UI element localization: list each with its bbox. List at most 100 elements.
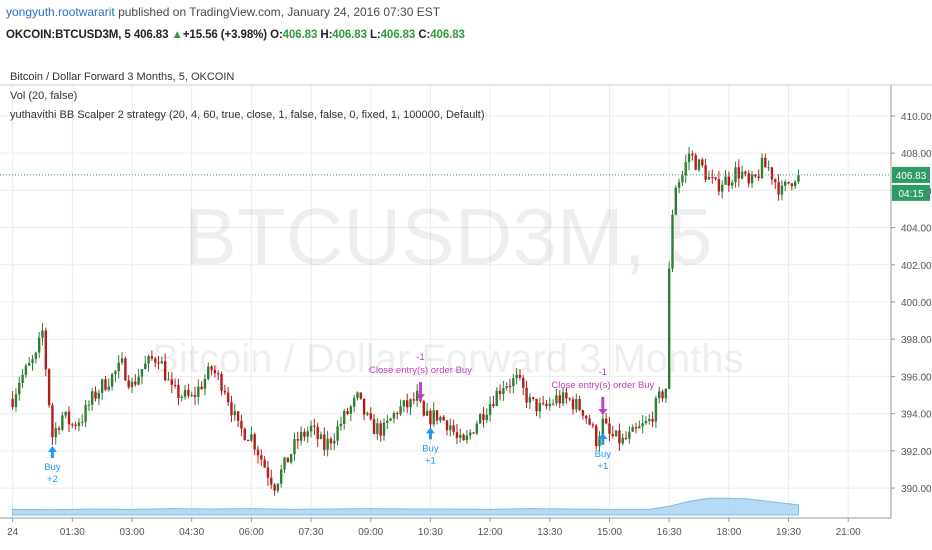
candle-body: [535, 398, 538, 412]
candle: [588, 414, 591, 426]
candle: [31, 355, 34, 371]
candle-body: [442, 416, 445, 421]
candle-body: [730, 182, 734, 186]
low-value: 406.83: [380, 29, 416, 41]
candles: [11, 146, 800, 496]
candle-body: [478, 414, 482, 424]
candle-body: [144, 363, 147, 370]
candle: [651, 411, 654, 428]
x-tick-label: 21:00: [836, 527, 861, 538]
candle: [309, 420, 313, 438]
candle-body: [97, 392, 101, 399]
candle-body: [445, 420, 449, 431]
x-tick-label: 15:00: [597, 527, 622, 538]
candle: [107, 378, 110, 392]
candle-body: [787, 181, 790, 184]
candle-body: [57, 428, 61, 430]
candle: [362, 398, 366, 421]
candle: [780, 180, 784, 201]
candle-body: [505, 385, 508, 389]
candle-body: [114, 371, 117, 375]
candle-body: [661, 391, 664, 399]
candle: [266, 460, 270, 486]
candle: [134, 374, 137, 387]
candle: [694, 152, 697, 171]
candle-body: [329, 438, 333, 444]
candle: [747, 170, 750, 188]
candle: [512, 373, 515, 394]
candle-body: [412, 399, 416, 401]
candle-body: [266, 467, 270, 478]
candle-body: [154, 358, 157, 363]
candle: [326, 430, 329, 457]
candle: [299, 426, 303, 446]
candle-body: [624, 437, 628, 439]
candle-body: [170, 379, 173, 385]
candle-body: [502, 388, 505, 395]
candle-body: [475, 423, 479, 434]
candle-body: [223, 390, 227, 393]
time-axis[interactable]: 24 01:30 03:00 04:30 06:00 07:30 09:00 10:30 12:…: [7, 518, 861, 538]
candle-body: [724, 176, 727, 185]
candle: [346, 407, 349, 416]
candle-body: [545, 403, 548, 407]
candle-body: [240, 420, 243, 429]
candle-body: [263, 459, 266, 468]
candle: [518, 369, 522, 381]
candle: [336, 420, 339, 446]
candle-body: [575, 399, 578, 410]
candle: [352, 395, 356, 413]
candle-body: [376, 423, 379, 435]
x-tick-label: 19:30: [776, 527, 801, 538]
candle-body: [336, 426, 339, 441]
candle-body: [469, 432, 472, 436]
candle-body: [87, 404, 91, 406]
symbol-label[interactable]: OKCOIN:BTCUSD3M, 5: [6, 29, 131, 41]
candle: [770, 166, 774, 185]
candle-body: [585, 415, 588, 419]
candle-body: [220, 373, 223, 391]
candle-body: [767, 167, 770, 169]
candle-body: [253, 434, 256, 450]
candle-body: [711, 177, 714, 179]
buy-label: Buy: [595, 449, 612, 460]
buy-arrowhead-icon: [598, 432, 608, 439]
candle-body: [777, 182, 780, 195]
candle-body: [283, 457, 286, 470]
candle-body: [37, 337, 41, 353]
candle: [648, 414, 651, 425]
candle: [575, 393, 578, 413]
candle: [548, 397, 551, 411]
chart-area[interactable]: BTCUSD3M, 5 Bitcoin / Dollar Forward 3 M…: [0, 52, 932, 550]
candle: [399, 399, 402, 417]
candle: [114, 370, 117, 382]
up-arrow-icon: ▲: [171, 29, 183, 41]
candle-body: [614, 430, 618, 437]
candle: [37, 331, 41, 359]
candle-body: [296, 439, 299, 441]
candle-body: [687, 153, 691, 163]
candle: [167, 371, 170, 381]
candle-body: [127, 380, 130, 388]
candle: [220, 371, 223, 396]
candle-body: [638, 426, 641, 429]
candle: [641, 415, 644, 434]
candle-body: [532, 397, 535, 399]
buy-label: Buy: [422, 443, 439, 454]
candle-body: [270, 477, 273, 485]
candle: [356, 391, 359, 401]
author-link[interactable]: yongyuth.rootwararit: [6, 5, 115, 19]
candle-body: [525, 387, 528, 403]
candle-body: [754, 174, 757, 177]
candle-body: [744, 171, 747, 174]
candle-body: [299, 431, 303, 441]
publish-info: yongyuth.rootwararit published on Tradin…: [6, 5, 440, 19]
candle: [744, 170, 747, 177]
candle-body: [366, 413, 369, 415]
candle: [551, 399, 555, 406]
buy-arrowhead-icon: [425, 427, 435, 434]
candle: [730, 179, 734, 190]
candle: [24, 363, 28, 378]
chart-svg[interactable]: BTCUSD3M, 5 Bitcoin / Dollar Forward 3 M…: [0, 52, 932, 550]
candle-body: [780, 185, 784, 195]
